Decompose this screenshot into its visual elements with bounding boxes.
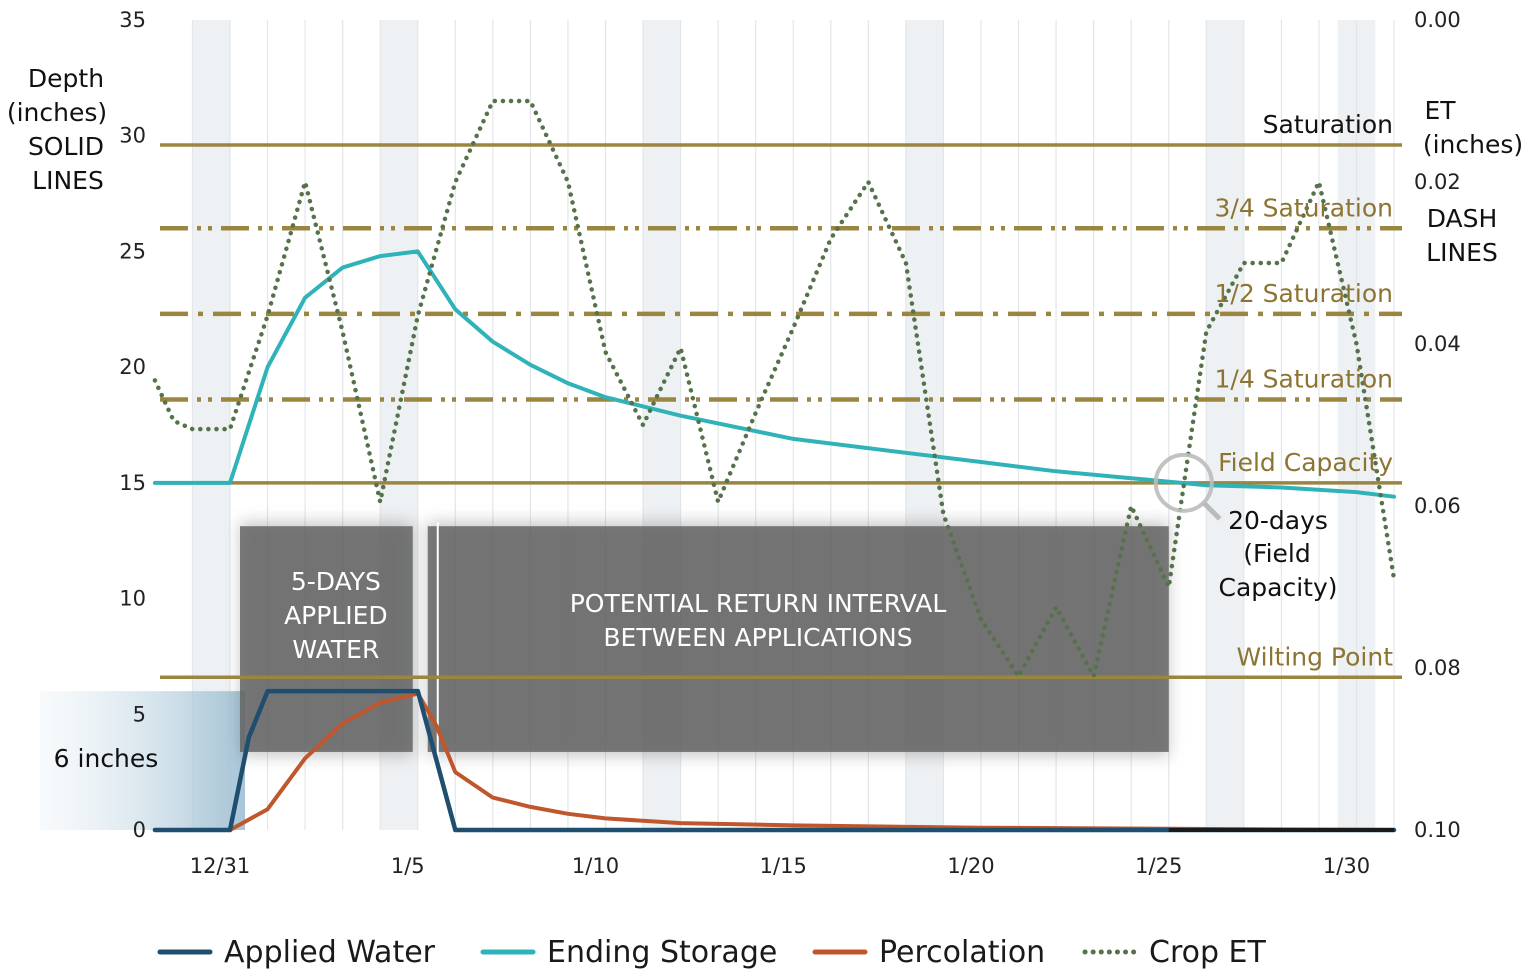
shade-box bbox=[240, 526, 413, 752]
ref-label-saturation: Saturation bbox=[1263, 110, 1393, 139]
applied-water-box-label: APPLIED bbox=[284, 601, 388, 630]
y-left-tick: 25 bbox=[119, 239, 146, 263]
field-capacity-days-label: (Field bbox=[1243, 539, 1310, 568]
data-series bbox=[152, 98, 1397, 833]
ref-label-1-2-saturation: 1/2 Saturation bbox=[1214, 279, 1393, 308]
return-interval-box-label: POTENTIAL RETURN INTERVAL bbox=[570, 589, 947, 618]
legend: Applied Water Ending Storage Percolation Cr… bbox=[157, 935, 1267, 970]
x-tick-label: 1/25 bbox=[1135, 854, 1182, 878]
ref-label-3-4-saturation: 3/4 Saturation bbox=[1214, 193, 1393, 222]
y-left-tick: 35 bbox=[119, 8, 146, 32]
legend-label: Percolation bbox=[879, 935, 1045, 970]
y-left-title: Depth bbox=[28, 64, 104, 93]
legend-label: Ending Storage bbox=[547, 935, 777, 970]
magnifier-icon bbox=[1153, 452, 1214, 513]
y-right-tick: 0.06 bbox=[1414, 494, 1461, 518]
shaded-regions bbox=[40, 522, 1169, 830]
y-right-title: ET bbox=[1424, 96, 1456, 125]
series-applied-water bbox=[152, 688, 1397, 833]
y-left-tick: 30 bbox=[119, 124, 146, 148]
legend-item-percolation: Percolation bbox=[812, 935, 1045, 970]
x-tick-label: 1/20 bbox=[947, 854, 994, 878]
return-interval-box bbox=[427, 522, 1169, 756]
legend-label: Crop ET bbox=[1149, 935, 1267, 970]
y-right-tick: 0.02 bbox=[1414, 170, 1461, 194]
legend-item-ending-storage: Ending Storage bbox=[480, 935, 777, 970]
y-left-tick: 0 bbox=[133, 818, 146, 842]
y-left-tick: 20 bbox=[119, 355, 146, 379]
y-right-title: LINES bbox=[1426, 238, 1498, 267]
series-percolation bbox=[152, 691, 1396, 832]
series-crop-et bbox=[152, 98, 1397, 679]
y-right-tick: 0.08 bbox=[1414, 656, 1461, 680]
y-right-tick: 0.10 bbox=[1414, 818, 1461, 842]
applied-water-box bbox=[240, 522, 413, 756]
x-tick-label: 1/5 bbox=[391, 854, 425, 878]
series-ending-storage bbox=[152, 249, 1396, 499]
x-tick-label: 1/30 bbox=[1323, 854, 1370, 878]
ref-label-field-capacity: Field Capacity bbox=[1218, 448, 1393, 477]
x-tick-label: 1/15 bbox=[760, 854, 807, 878]
applied-depth-area bbox=[40, 691, 246, 830]
shade-box bbox=[427, 526, 1169, 752]
y-left-tick: 10 bbox=[119, 587, 146, 611]
field-capacity-days-label: Capacity) bbox=[1218, 573, 1337, 602]
y-right-title: (inches) bbox=[1423, 130, 1523, 159]
y-left-tick: 15 bbox=[119, 471, 146, 495]
x-tick-label: 1/10 bbox=[572, 854, 619, 878]
y-left-title: LINES bbox=[32, 166, 104, 195]
ref-label-wilting-point: Wilting Point bbox=[1236, 642, 1393, 671]
y-left-title: (inches) bbox=[7, 98, 107, 127]
labels: Saturation 3/4 Saturation 1/2 Saturation 1/… bbox=[7, 8, 1523, 878]
background-band bbox=[1206, 20, 1244, 830]
legend-item-crop-et: Crop ET bbox=[1082, 935, 1267, 970]
reference-lines bbox=[160, 143, 1402, 680]
x-tick-label: 12/31 bbox=[190, 854, 251, 878]
y-right-title: DASH bbox=[1427, 204, 1498, 233]
ref-label-1-4-saturation: 1/4 Saturation bbox=[1214, 365, 1393, 394]
y-left-tick: 5 bbox=[133, 702, 146, 726]
legend-item-applied-water: Applied Water bbox=[157, 935, 436, 970]
applied-water-box-label: 5-DAYS bbox=[291, 567, 381, 596]
y-right-tick: 0.00 bbox=[1414, 8, 1461, 32]
field-capacity-days-label: 20-days bbox=[1228, 506, 1328, 535]
y-right-tick: 0.04 bbox=[1414, 332, 1461, 356]
legend-label: Applied Water bbox=[224, 935, 436, 970]
six-inches-label: 6 inches bbox=[54, 744, 159, 773]
return-interval-box-label: BETWEEN APPLICATIONS bbox=[603, 623, 912, 652]
applied-water-box-label: WATER bbox=[292, 635, 379, 664]
y-left-title: SOLID bbox=[28, 132, 104, 161]
magnifier-handle bbox=[1202, 501, 1222, 521]
